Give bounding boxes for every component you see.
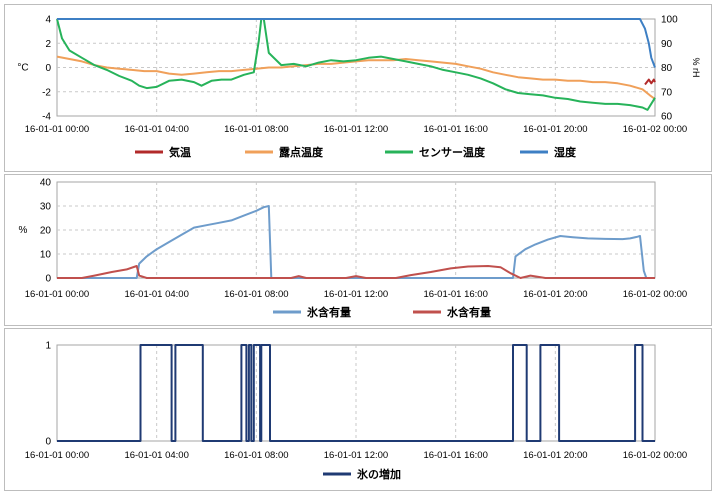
- x-tick-label: 16-01-01 16:00: [423, 450, 487, 461]
- x-tick-label: 16-01-01 12:00: [324, 124, 388, 135]
- x-tick-label: 16-01-01 16:00: [423, 289, 487, 300]
- legend-label: 水含有量: [447, 305, 491, 319]
- content-percentage-chart-panel: 0 10 20 30 40 16-01-01 00:00 16-01-01 04:00 16-…: [4, 174, 712, 326]
- y2-tick-label: 100: [661, 15, 678, 26]
- x-tick-label: 16-01-01 16:00: [423, 124, 487, 135]
- y-tick-label: 40: [40, 178, 52, 189]
- series-line-2: [57, 265, 655, 279]
- x-tick-label: 16-01-01 08:00: [224, 124, 288, 135]
- y-axis-label: %: [19, 225, 28, 236]
- temperature-humidity-chart-panel: -4 -2 0 2 4 16-01-01 00:00 16-01-01 04:00 16-01…: [4, 4, 712, 172]
- x-tick-label: 16-01-01 04:00: [124, 450, 188, 461]
- x-tick-label: 16-01-01 20:00: [523, 289, 587, 300]
- y-tick-label: -4: [42, 112, 51, 123]
- x-tick-label: 16-01-01 00:00: [25, 124, 89, 135]
- x-tick-label: 16-01-01 00:00: [25, 450, 89, 461]
- y-tick-label: 1: [45, 341, 51, 352]
- content-percentage-chart: 0 10 20 30 40 16-01-01 00:00 16-01-01 04:00 16-…: [19, 178, 688, 320]
- x-tick-label: 16-01-01 04:00: [124, 124, 188, 135]
- y-axis-label: °C: [17, 63, 28, 74]
- y-tick-label: -2: [42, 87, 51, 98]
- x-tick-label: 16-01-01 04:00: [124, 289, 188, 300]
- series-line-3: [56, 18, 656, 111]
- y-tick-label: 0: [45, 63, 51, 74]
- y-tick-label: 0: [45, 437, 51, 448]
- y2-tick-label: 60: [661, 112, 673, 123]
- x-tick-label: 16-01-01 08:00: [224, 289, 288, 300]
- series-line-1: [644, 78, 656, 86]
- legend-label: 気温: [169, 145, 191, 159]
- series-line-1: [57, 344, 655, 442]
- x-tick-label: 16-01-01 08:00: [224, 450, 288, 461]
- x-tick-label: 16-01-01 00:00: [25, 289, 89, 300]
- ice-increase-chart-panel: 0 1 16-01-01 00:00 16-01-01 04:00 16-01-01 0…: [4, 328, 712, 491]
- legend-label: 氷の増加: [357, 467, 401, 481]
- series-line-4: [57, 18, 656, 68]
- y2-tick-label: 80: [661, 63, 673, 74]
- x-tick-label: 16-01-01 20:00: [523, 124, 587, 135]
- x-tick-label: 16-01-01 12:00: [324, 289, 388, 300]
- series-line-2: [56, 55, 656, 100]
- temperature-humidity-chart: -4 -2 0 2 4 16-01-01 00:00 16-01-01 04:00 16-01…: [17, 15, 701, 160]
- legend-label: センサー温度: [419, 145, 486, 159]
- x-tick-label: 16-01-01 12:00: [324, 450, 388, 461]
- y-tick-label: 4: [45, 15, 51, 26]
- y2-tick-label: 90: [661, 39, 673, 50]
- y2-tick-label: 70: [661, 87, 673, 98]
- x-tick-label: 16-01-02 00:00: [623, 450, 687, 461]
- y-tick-label: 10: [40, 250, 52, 261]
- y2-axis-label: % rH: [691, 58, 701, 78]
- y-tick-label: 20: [40, 226, 52, 237]
- x-tick-label: 16-01-02 00:00: [623, 289, 687, 300]
- y-tick-label: 0: [45, 274, 51, 285]
- y-tick-label: 2: [45, 39, 51, 50]
- x-tick-label: 16-01-01 20:00: [523, 450, 587, 461]
- y-tick-label: 30: [40, 202, 52, 213]
- legend-label: 湿度: [554, 145, 577, 159]
- legend-label: 氷含有量: [307, 305, 351, 319]
- x-tick-label: 16-01-02 00:00: [623, 124, 687, 135]
- legend-label: 露点温度: [279, 145, 324, 159]
- ice-increase-chart: 0 1 16-01-01 00:00 16-01-01 04:00 16-01-01 0…: [25, 341, 687, 482]
